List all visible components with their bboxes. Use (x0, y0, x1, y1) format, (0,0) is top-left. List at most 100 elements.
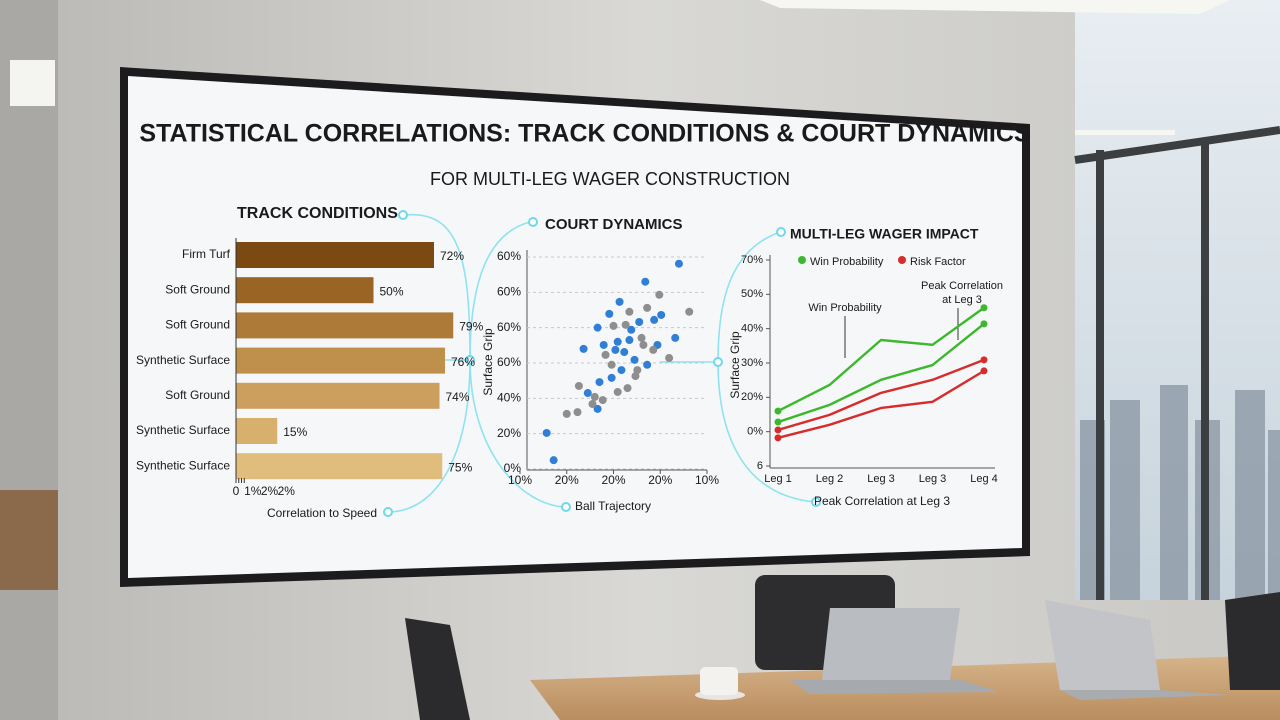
x-tick-label: 2% (261, 484, 279, 498)
scatter-point (607, 360, 616, 369)
chair (1225, 592, 1280, 690)
scatter-point (685, 307, 694, 316)
legend-label: Risk Factor (910, 256, 966, 268)
y-tick-label: Firm Turf (182, 247, 231, 261)
line-endpoint (774, 418, 782, 426)
chair (405, 618, 470, 720)
legend-marker (898, 256, 906, 264)
scatter-point (613, 387, 622, 396)
annotation: Peak Correlation (921, 280, 1003, 292)
cup (700, 667, 738, 695)
side-table (0, 490, 58, 590)
value-label: 79% (459, 320, 483, 334)
scatter-point (633, 366, 642, 375)
y-tick-label: Soft Ground (165, 388, 230, 402)
x-tick-label: 2% (278, 484, 296, 498)
scatter-point (639, 340, 648, 349)
bar (236, 277, 374, 304)
y-tick-label: 40% (497, 391, 521, 405)
scatter-point (607, 373, 616, 382)
scatter-point (650, 315, 659, 324)
scatter-point (615, 297, 624, 306)
scatter-point (621, 320, 630, 329)
laptop-base (790, 680, 1000, 694)
x-tick-label: Leg 4 (970, 473, 998, 485)
y-tick-label: 0% (504, 461, 522, 475)
scatter-point (631, 372, 640, 381)
scatter-point (620, 348, 629, 357)
bar (236, 418, 278, 444)
y-tick-label: Synthetic Surface (136, 423, 230, 437)
value-label: 76% (451, 355, 475, 369)
line-endpoint (774, 407, 782, 415)
scatter-point (579, 344, 588, 353)
y-tick-label: 40% (741, 323, 763, 335)
bar (236, 453, 443, 480)
scatter-point (674, 259, 683, 268)
page-title: STATISTICAL CORRELATIONS: TRACK CONDITIO… (139, 120, 1030, 148)
page-subtitle: FOR MULTI-LEG WAGER CONSTRUCTION (430, 169, 790, 189)
scatter-point (641, 277, 650, 286)
y-axis-label: Surface Grip (481, 328, 495, 396)
scatter-point (573, 408, 582, 417)
x-tick-label: Leg 1 (764, 473, 792, 485)
bar (236, 347, 445, 374)
scatter-point (627, 325, 636, 334)
x-tick-label: 1% (244, 484, 262, 498)
line-endpoint (980, 304, 988, 312)
scatter-point (595, 378, 604, 387)
line-endpoint (774, 426, 782, 434)
scatter-point (643, 360, 652, 369)
y-tick-label: Soft Ground (165, 318, 230, 332)
y-tick-label: 60% (497, 355, 521, 369)
skyline (1080, 385, 1280, 600)
scatter-point (623, 384, 632, 393)
value-label: 72% (440, 249, 464, 263)
line-series (777, 358, 985, 432)
y-tick-label: 30% (741, 357, 763, 369)
scatter-point (630, 355, 639, 364)
x-tick-label: 20% (555, 473, 579, 487)
x-tick-label: 0 (233, 484, 240, 498)
scatter-point (598, 396, 607, 405)
y-tick-label: 60% (497, 249, 521, 263)
y-tick-label: 70% (741, 254, 763, 266)
value-label: 75% (448, 460, 472, 474)
x-axis-label: Peak Correlation at Leg 3 (814, 494, 950, 508)
scatter-point (599, 340, 608, 349)
scatter-point (590, 392, 599, 401)
x-tick-label: 10% (695, 473, 719, 487)
scatter-point (542, 428, 551, 437)
annotation: Win Probability (808, 302, 882, 314)
chart-title: MULTI-LEG WAGER IMPACT (790, 226, 979, 242)
y-tick-label: Soft Ground (165, 282, 230, 296)
scatter-point (655, 290, 664, 299)
bar (236, 382, 440, 409)
scatter-point (601, 350, 610, 359)
x-tick-label: Leg 3 (919, 473, 947, 485)
scatter-point (637, 333, 646, 342)
x-axis-label: Ball Trajectory (575, 499, 651, 513)
y-tick-label: 20% (741, 391, 763, 403)
x-tick-label: 20% (601, 473, 625, 487)
laptop (822, 608, 960, 680)
charts: TRACK CONDITIONS Firm Turf 72% Soft Ground 5… (136, 205, 1003, 520)
line-endpoint (980, 367, 988, 375)
scatter-point (611, 345, 620, 354)
value-label: 74% (446, 390, 470, 404)
chart-title: COURT DYNAMICS (545, 216, 683, 233)
scatter-point (593, 323, 602, 332)
laptop-base (1060, 690, 1230, 700)
line-endpoint (980, 356, 988, 364)
scatter-point (562, 409, 571, 418)
line-series (777, 322, 985, 424)
scatter-point (593, 404, 602, 413)
scatter-point (643, 303, 652, 312)
ceiling-light (10, 60, 55, 106)
scatter-point (583, 389, 592, 398)
y-tick-label: 20% (497, 426, 521, 440)
window-frame (1074, 126, 1280, 600)
bar (236, 312, 454, 339)
